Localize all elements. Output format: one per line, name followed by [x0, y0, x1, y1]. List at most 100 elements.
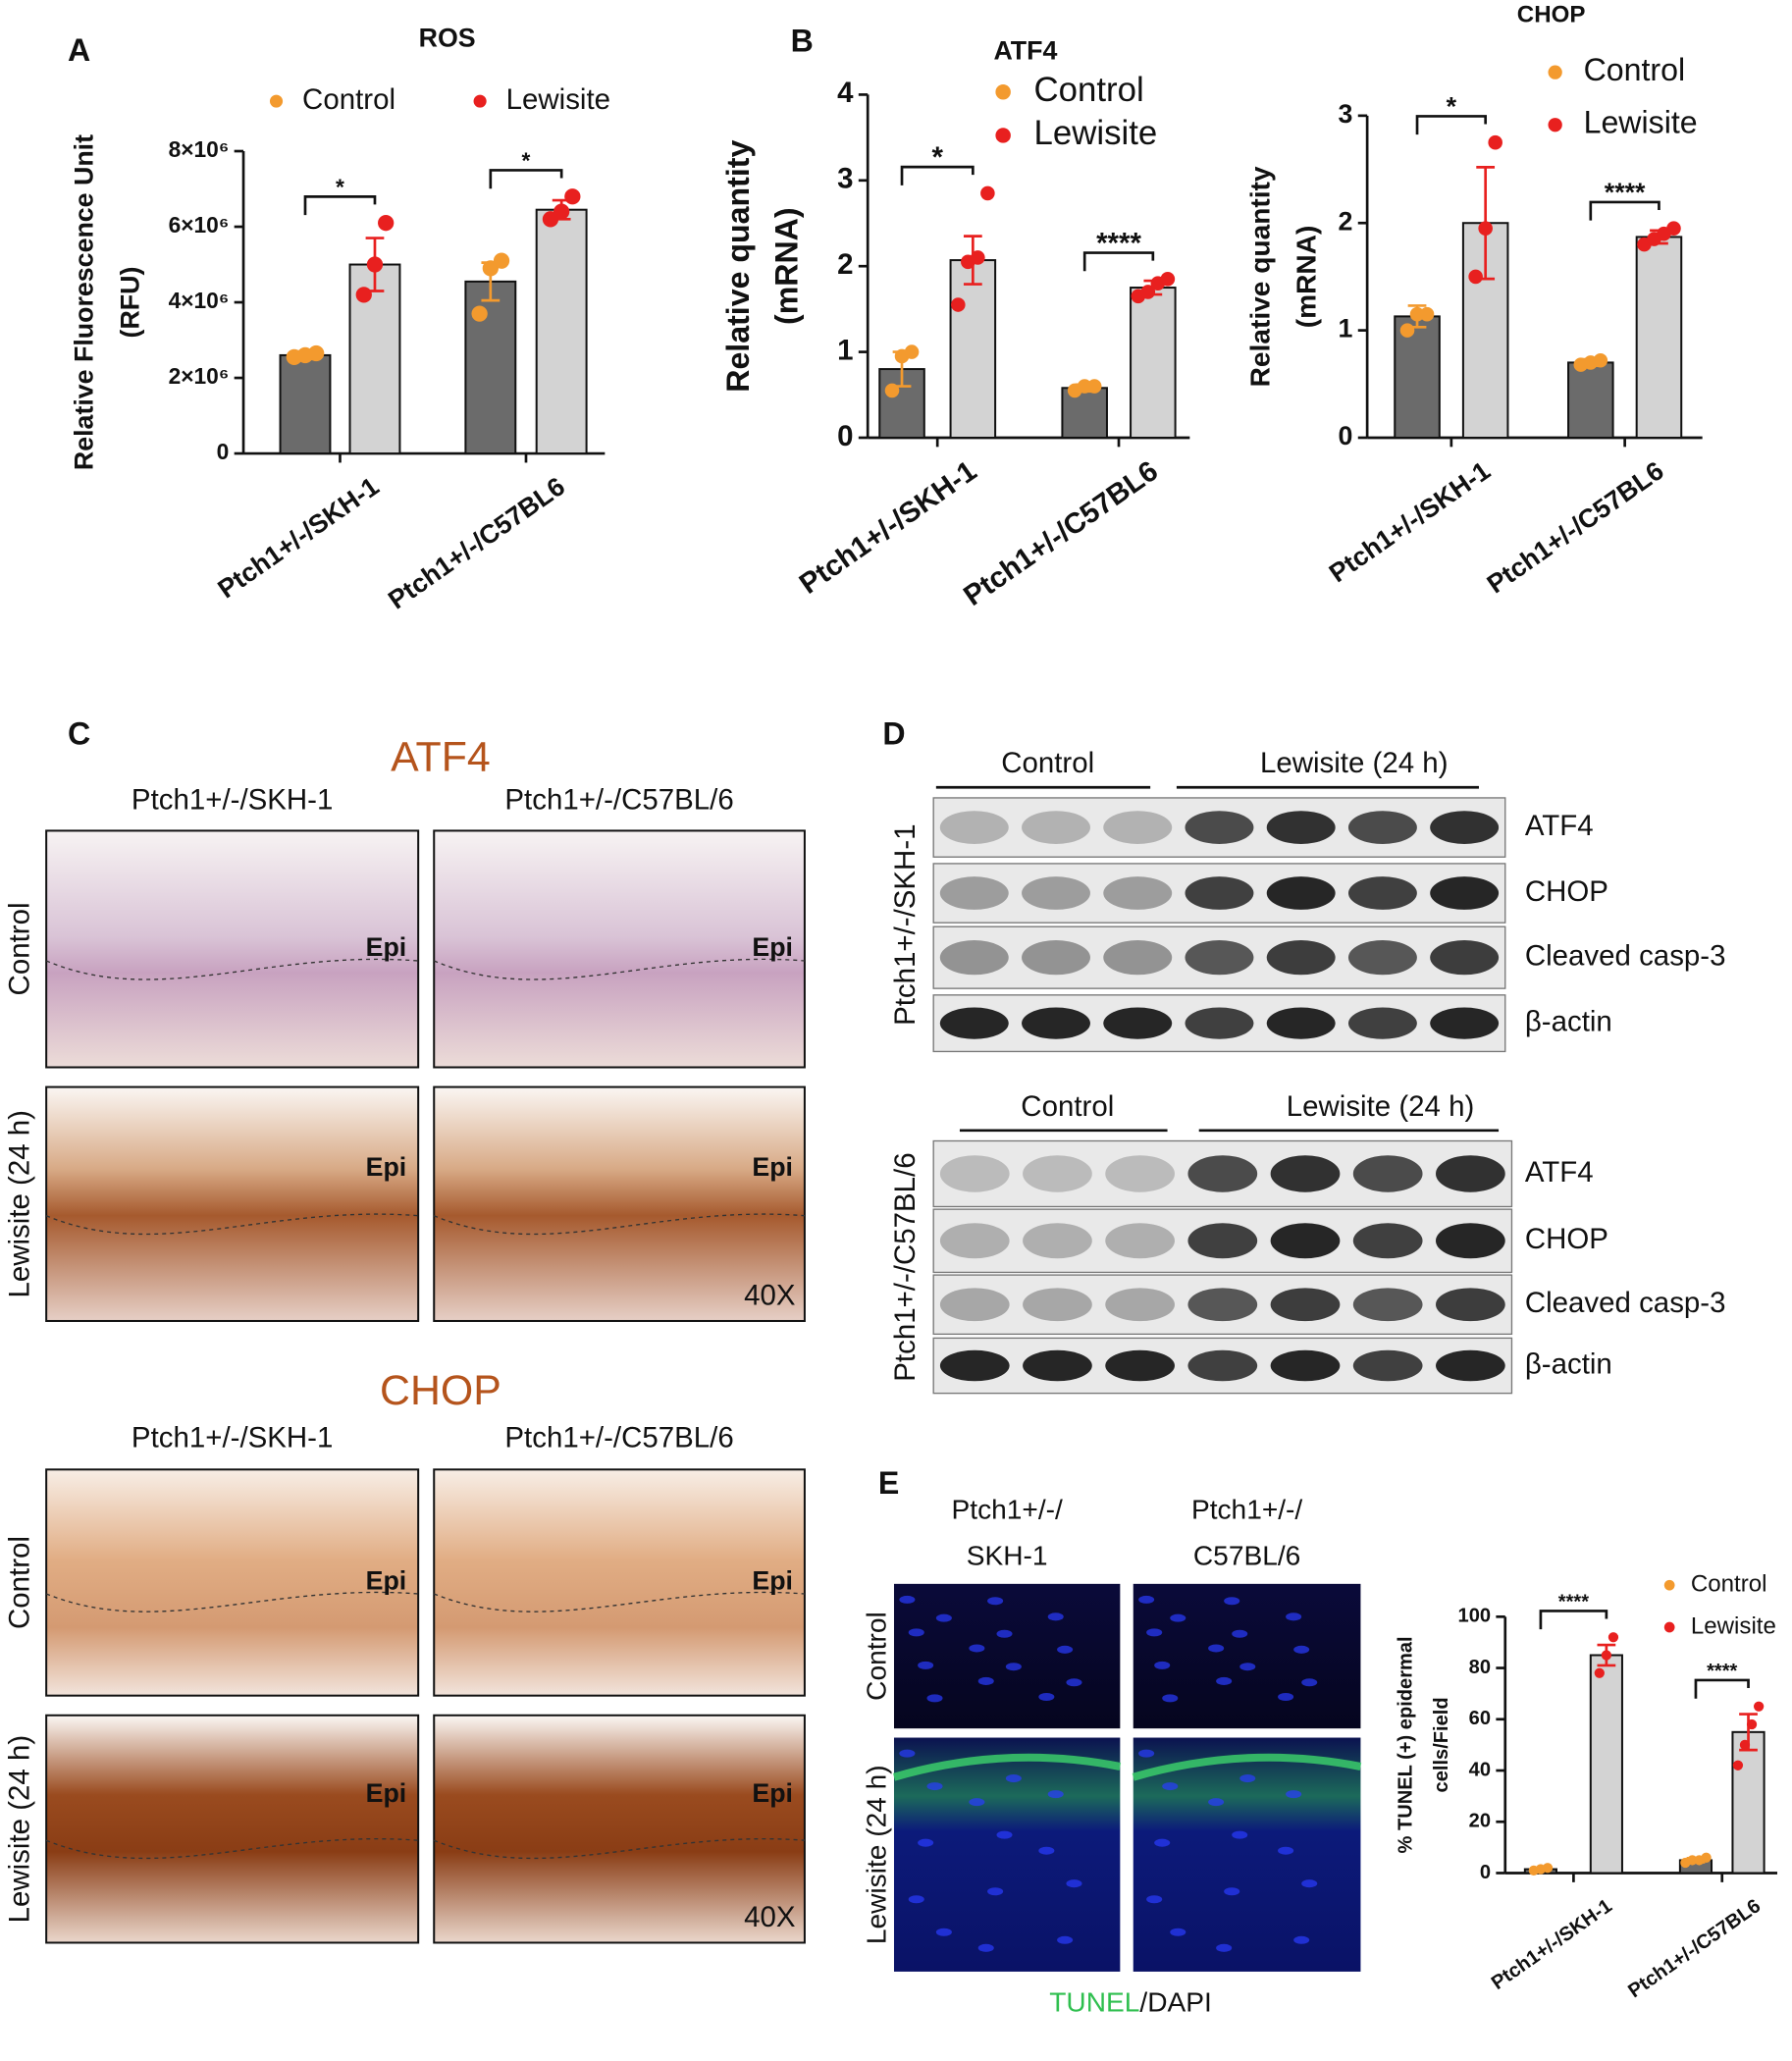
- micrograph: [45, 1468, 420, 1697]
- blot-band: [1352, 1223, 1423, 1259]
- blot-band: [1266, 940, 1336, 976]
- tunel-column-label: Ptch1+/-/: [952, 1495, 1063, 1525]
- tissue-label: Epi: [366, 1152, 407, 1182]
- data-point: [1542, 1863, 1554, 1874]
- group-label: Lewisite (24 h): [1287, 1090, 1475, 1123]
- data-point: [308, 344, 325, 362]
- significance-label: *: [336, 174, 344, 199]
- nucleus: [1005, 1774, 1022, 1783]
- nucleus: [1286, 1612, 1302, 1621]
- protein-label: ATF4: [1525, 1156, 1594, 1189]
- data-point: [1409, 306, 1425, 322]
- data-point: [1666, 221, 1681, 236]
- x-tick-label: Ptch1+/-/C57BL6: [383, 471, 570, 614]
- blot-band: [1023, 1349, 1092, 1382]
- y-tick-label: 60: [1469, 1708, 1491, 1729]
- micrograph: [45, 1714, 420, 1944]
- tissue-label: Epi: [752, 1778, 793, 1808]
- data-point: [1140, 285, 1156, 299]
- protein-label: CHOP: [1525, 1223, 1608, 1255]
- blot-band: [1105, 1288, 1175, 1322]
- protein-label: Cleaved casp-3: [1525, 1287, 1726, 1319]
- nucleus: [1162, 1782, 1179, 1791]
- data-point: [1687, 1855, 1698, 1866]
- legend-marker: [269, 94, 284, 108]
- nucleus: [1138, 1595, 1155, 1604]
- nucleus: [908, 1628, 924, 1637]
- data-point: [355, 287, 372, 303]
- data-point: [1593, 352, 1608, 368]
- data-point: [1732, 1760, 1744, 1770]
- panel-label: D: [882, 715, 905, 751]
- legend-marker: [995, 128, 1011, 143]
- x-tick-label: Ptch1+/-/SKH-1: [794, 454, 983, 601]
- blot-band: [1347, 940, 1417, 976]
- panel-label: C: [68, 715, 90, 751]
- data-point: [553, 203, 570, 220]
- nucleus: [1138, 1749, 1155, 1758]
- tissue-label: Epi: [752, 1566, 793, 1596]
- nucleus: [977, 1943, 994, 1952]
- data-point: [1594, 1667, 1605, 1678]
- significance-bracket: [303, 195, 377, 216]
- tissue-label: Epi: [366, 932, 407, 962]
- y-tick-label: 2: [837, 248, 853, 281]
- nucleus: [1216, 1676, 1233, 1685]
- y-tick-label: 1: [1339, 314, 1353, 344]
- data-point: [471, 305, 488, 322]
- blot-band: [1347, 1007, 1417, 1039]
- blot-band: [1430, 811, 1500, 844]
- blot-band: [1352, 1349, 1423, 1382]
- blot-band: [1185, 1007, 1254, 1039]
- y-axis-label: (RFU): [115, 267, 144, 339]
- bar: [1394, 315, 1441, 439]
- protein-label: β-actin: [1525, 1348, 1612, 1380]
- blot-band: [1266, 811, 1336, 844]
- group-label: Control: [1001, 747, 1094, 779]
- tissue-label: Epi: [752, 1152, 793, 1182]
- blot-band: [1270, 1349, 1341, 1382]
- nucleus: [969, 1644, 985, 1653]
- nucleus: [1038, 1846, 1055, 1855]
- nucleus: [1232, 1830, 1248, 1839]
- significance-bracket: [489, 169, 563, 189]
- data-point: [1468, 269, 1483, 285]
- ihc-title: ATF4: [391, 733, 491, 780]
- y-tick-label: 8×10⁶: [169, 136, 230, 162]
- nucleus: [899, 1749, 916, 1758]
- tunel-signal: [892, 1753, 1122, 1781]
- blot-band: [1185, 940, 1254, 976]
- blot-band: [1270, 1223, 1341, 1259]
- nucleus: [1066, 1879, 1082, 1888]
- tunel-signal: [1132, 1753, 1362, 1781]
- significance-label: *: [522, 147, 531, 173]
- nucleus: [1154, 1661, 1171, 1669]
- epidermis-boundary: [45, 958, 419, 980]
- nucleus: [935, 1928, 952, 1936]
- blot-band: [1103, 1007, 1173, 1039]
- fluorescence-image: [893, 1583, 1121, 1729]
- y-tick-label: 40: [1469, 1759, 1491, 1780]
- strain-label: Ptch1+/-/C57BL/6: [889, 1152, 922, 1381]
- blot-band: [1023, 1155, 1092, 1192]
- nucleus: [935, 1613, 952, 1622]
- bar: [949, 259, 997, 439]
- ihc-column-label: Ptch1+/-/SKH-1: [132, 784, 333, 817]
- nucleus: [1057, 1935, 1074, 1944]
- x-tick-label: Ptch1+/-/SKH-1: [1324, 455, 1496, 588]
- blot-band: [1266, 1007, 1336, 1039]
- fluorescence-image: [1133, 1583, 1361, 1729]
- blot-band: [939, 1349, 1010, 1382]
- tunel-column-label: C57BL/6: [1193, 1540, 1300, 1570]
- protein-label: β-actin: [1525, 1005, 1612, 1037]
- blot-band: [1105, 1155, 1175, 1192]
- data-point: [493, 252, 510, 269]
- ihc-column-label: Ptch1+/-/C57BL/6: [504, 784, 733, 817]
- blot-band: [1022, 1007, 1090, 1039]
- y-axis-label: (mRNA): [768, 207, 804, 325]
- blot-band: [939, 1223, 1010, 1259]
- panel-label: E: [878, 1465, 899, 1501]
- x-tick-label: Ptch1+/-/C57BL6: [958, 454, 1164, 612]
- nucleus: [1047, 1790, 1064, 1799]
- magnification-label: 40X: [744, 1280, 796, 1312]
